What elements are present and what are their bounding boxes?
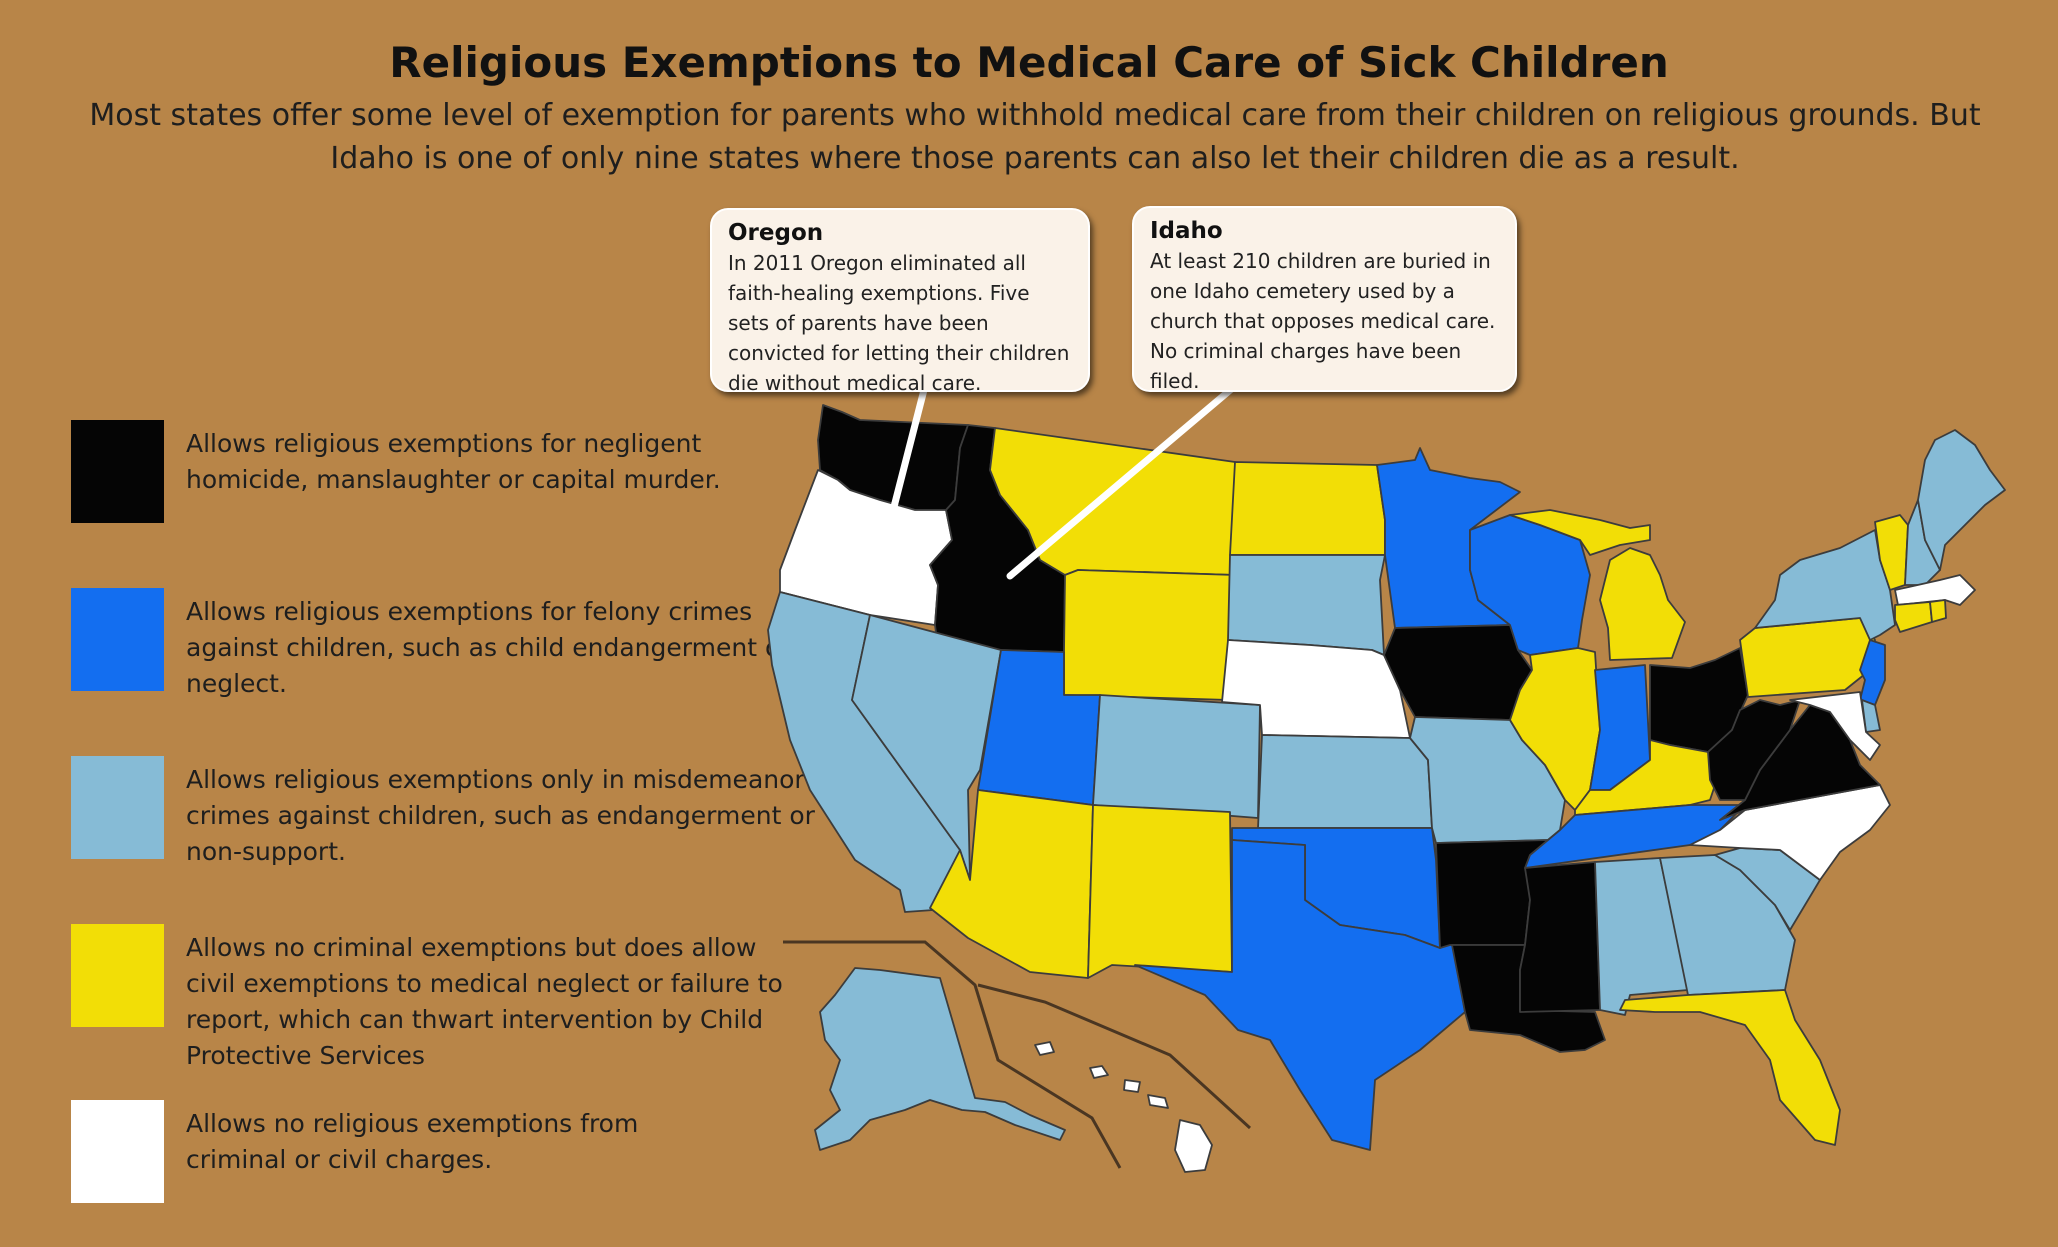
legend-text-homicide: Allows religious exemptions for negligen… [186, 429, 721, 494]
state-hi[interactable] [1034, 1041, 1213, 1173]
state-wy[interactable] [1063, 569, 1236, 701]
callout-oregon-body: In 2011 Oregon eliminated all faith-heal… [728, 251, 1070, 395]
oregon-pointer-line [882, 382, 929, 542]
state-wv[interactable] [1707, 699, 1801, 801]
legend-swatch-none [71, 1100, 164, 1203]
callout-idaho: Idaho At least 210 children are buried i… [1132, 206, 1517, 393]
callout-oregon: Oregon In 2011 Oregon eliminated all fai… [710, 208, 1090, 395]
legend-text-none: Allows no religious exemptions from crim… [186, 1109, 639, 1174]
state-il[interactable] [1509, 647, 1601, 811]
callout-idaho-body: At least 210 children are buried in one … [1150, 249, 1496, 393]
legend-item-misdemeanor: Allows religious exemptions only in misd… [71, 756, 815, 866]
state-nm[interactable] [1087, 804, 1233, 979]
legend-item-civil: Allows no criminal exemptions but does a… [71, 924, 783, 1070]
legend-swatch-civil [71, 924, 164, 1027]
legend-swatch-misdemeanor [71, 756, 164, 859]
legend-item-homicide: Allows religious exemptions for negligen… [71, 420, 771, 530]
callout-pointers [882, 382, 1239, 580]
legend-text-civil: Allows no criminal exemptions but does a… [186, 933, 783, 1070]
state-tn[interactable] [1524, 804, 1746, 869]
state-md[interactable] [1789, 691, 1881, 761]
legend-item-none: Allows no religious exemptions from crim… [71, 1100, 771, 1210]
state-ak[interactable] [814, 967, 1066, 1151]
legend-item-felony: Allows religious exemptions for felony c… [71, 588, 791, 698]
page-title: Religious Exemptions to Medical Care of … [389, 38, 1669, 87]
page-subtitle: Most states offer some level of exemptio… [89, 98, 1981, 176]
callout-idaho-title: Idaho [1150, 218, 1223, 244]
state-nc[interactable] [1689, 784, 1891, 881]
callout-oregon-title: Oregon [728, 220, 824, 246]
state-ne[interactable] [1221, 639, 1411, 739]
state-me[interactable] [1917, 429, 2006, 571]
idaho-pointer-line [1006, 382, 1239, 580]
inset-divider-lines [783, 940, 1252, 1169]
state-fl[interactable] [1619, 989, 1841, 1146]
state-ks[interactable] [1257, 734, 1433, 829]
state-nd[interactable] [1229, 461, 1386, 556]
state-tx[interactable] [1134, 839, 1466, 1151]
state-ct[interactable] [1894, 601, 1933, 633]
state-mi[interactable] [1509, 509, 1686, 661]
state-co[interactable] [1092, 694, 1261, 819]
legend-swatch-homicide [71, 420, 164, 523]
state-ri[interactable] [1929, 599, 1947, 623]
legend-text-misdemeanor: Allows religious exemptions only in misd… [186, 765, 815, 866]
legend-text-felony: Allows religious exemptions for felony c… [186, 597, 791, 698]
state-sd[interactable] [1227, 554, 1386, 656]
state-ms[interactable] [1519, 861, 1601, 1013]
legend-swatch-felony [71, 588, 164, 691]
state-ia[interactable] [1383, 624, 1533, 721]
state-pa[interactable] [1739, 617, 1876, 698]
